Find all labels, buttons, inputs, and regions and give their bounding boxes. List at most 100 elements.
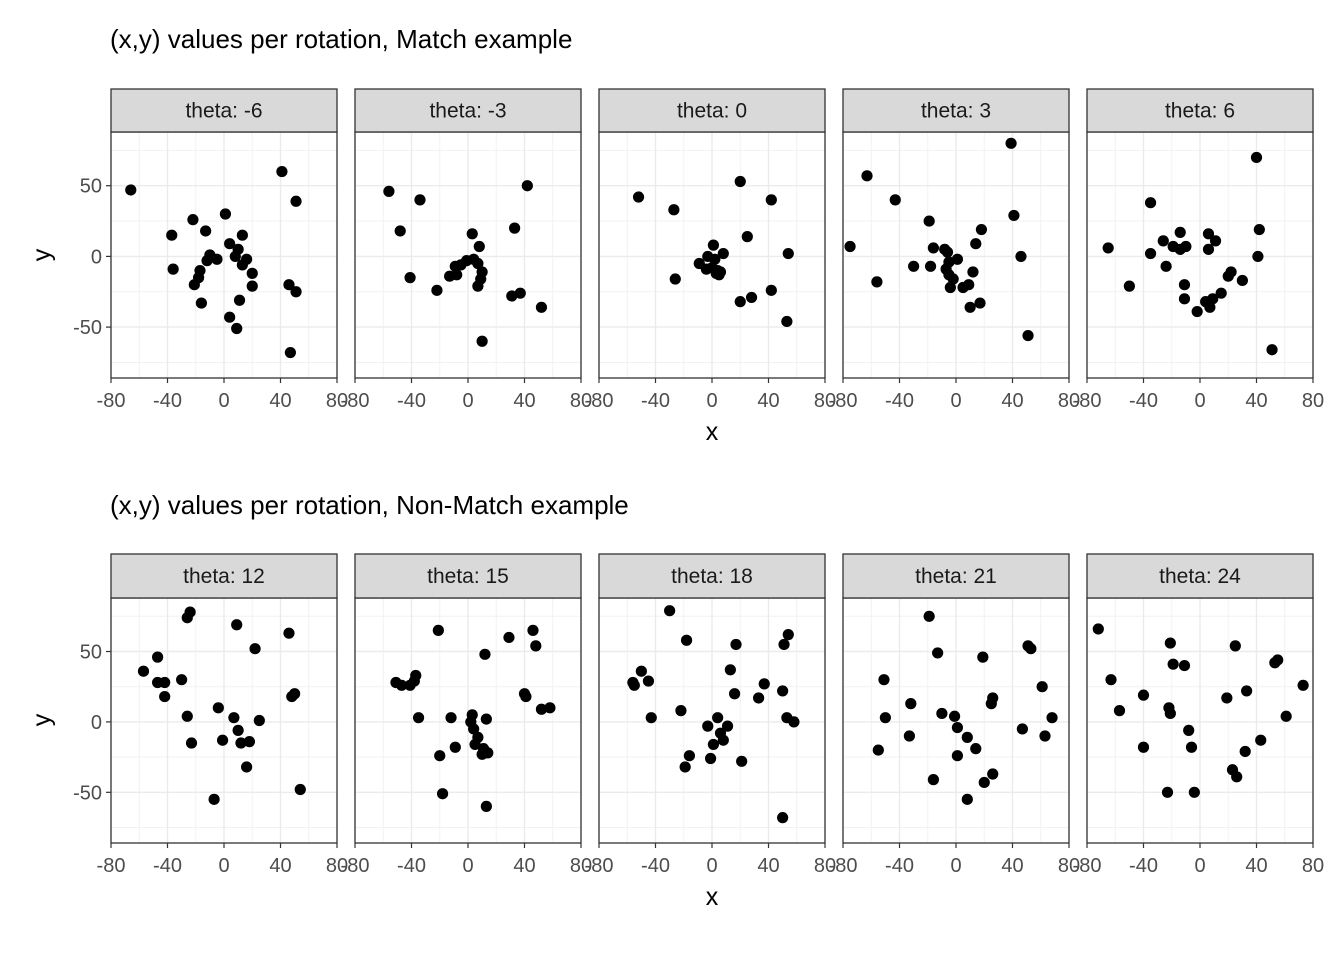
data-point [967,266,979,278]
data-point [232,243,244,255]
plot-2: (x,y) values per rotation, Non-Match exa… [28,490,1324,911]
data-point [1137,741,1150,753]
data-point [1202,243,1215,255]
data-point [951,750,964,762]
data-point [503,631,515,644]
data-point [506,290,518,302]
data-point [1005,137,1017,149]
data-point [451,269,463,281]
data-point [224,238,236,250]
data-point [1297,679,1309,691]
data-point [943,256,955,268]
data-point [1183,724,1195,736]
data-point [394,225,406,237]
data-point [707,239,720,251]
facet-panel: theta: 0 -80 -40 0 40 80 [585,88,836,412]
facet-strip-label: theta: -6 [185,100,262,123]
data-point [745,291,758,304]
data-point [1272,654,1284,666]
data-point [1102,242,1114,254]
x-tick-label: 80 [570,855,592,877]
data-point [152,651,164,663]
data-point [167,263,179,275]
data-point [724,664,736,676]
data-point [159,690,171,703]
data-point [1144,197,1157,209]
data-point [1092,623,1104,635]
x-tick-label: 0 [218,390,229,412]
data-point [514,287,526,299]
facet-strip [842,553,1070,599]
data-point [509,222,521,234]
x-tick-label: 80 [1302,390,1324,412]
data-point [194,264,206,277]
x-tick-label: 40 [269,855,291,877]
plot-1-y-axis-title: y [28,248,56,261]
x-tick-label: -40 [1129,855,1158,877]
x-tick-label: 0 [1194,390,1205,412]
data-point [927,242,940,254]
data-point [1160,260,1172,272]
data-point [1036,681,1048,693]
data-point [289,688,301,700]
x-tick-label: -40 [397,390,426,412]
data-point [871,276,883,288]
data-point [404,272,416,284]
x-tick-label: -40 [1129,390,1158,412]
data-point [936,707,948,720]
data-point [479,648,491,660]
facet-panel: theta: -3 -80 -40 0 40 80 [341,88,592,412]
facet-panel: theta: 15 -80 -40 0 40 80 [341,553,592,877]
x-tick-label: 40 [1001,855,1023,877]
facet-strip [110,88,338,133]
data-point [233,294,246,306]
data-point [903,730,915,742]
plot-1-title: (x,y) values per rotation, Match example [110,24,572,54]
data-point [1046,712,1058,724]
x-tick-label: 80 [814,390,836,412]
x-tick-label: 40 [757,855,779,877]
data-point [1188,786,1200,798]
data-point [765,284,777,296]
data-point [468,723,480,735]
data-point [668,204,680,216]
x-tick-label: -40 [397,855,426,877]
x-tick-label: 80 [1058,855,1080,877]
data-point [1164,637,1176,649]
data-point [1221,692,1233,704]
data-point [284,346,296,359]
data-point [1178,659,1191,672]
data-point [232,724,244,736]
x-tick-label: -80 [341,855,370,877]
data-point [632,191,645,203]
facet-strip-label: theta: 6 [1165,100,1235,123]
facet-strip-label: theta: 24 [1159,565,1241,588]
facet-strip [354,88,582,133]
data-point [1250,151,1263,164]
data-point [231,322,243,335]
facet-strip-label: theta: 15 [427,565,509,588]
data-point [1039,730,1051,742]
data-point [228,712,240,724]
y-tick-label: -50 [73,782,102,804]
data-point [166,229,178,241]
facet-strip-label: theta: 21 [915,565,997,588]
data-point [736,755,748,767]
x-tick-label: -80 [585,855,614,877]
facet-strip-label: theta: 12 [183,565,265,588]
data-point [947,273,959,285]
x-tick-label: -40 [153,390,182,412]
data-point [396,679,408,691]
data-point [844,240,856,253]
data-point [712,712,724,724]
data-point [1231,771,1243,783]
x-tick-label: 0 [462,390,473,412]
facet-strip [598,553,826,599]
data-point [730,638,742,651]
x-tick-label: 0 [218,855,229,877]
x-tick-label: 40 [1001,390,1023,412]
plot-2-y-axis-title: y [28,713,56,726]
data-point [758,678,770,690]
data-point [1241,685,1253,697]
